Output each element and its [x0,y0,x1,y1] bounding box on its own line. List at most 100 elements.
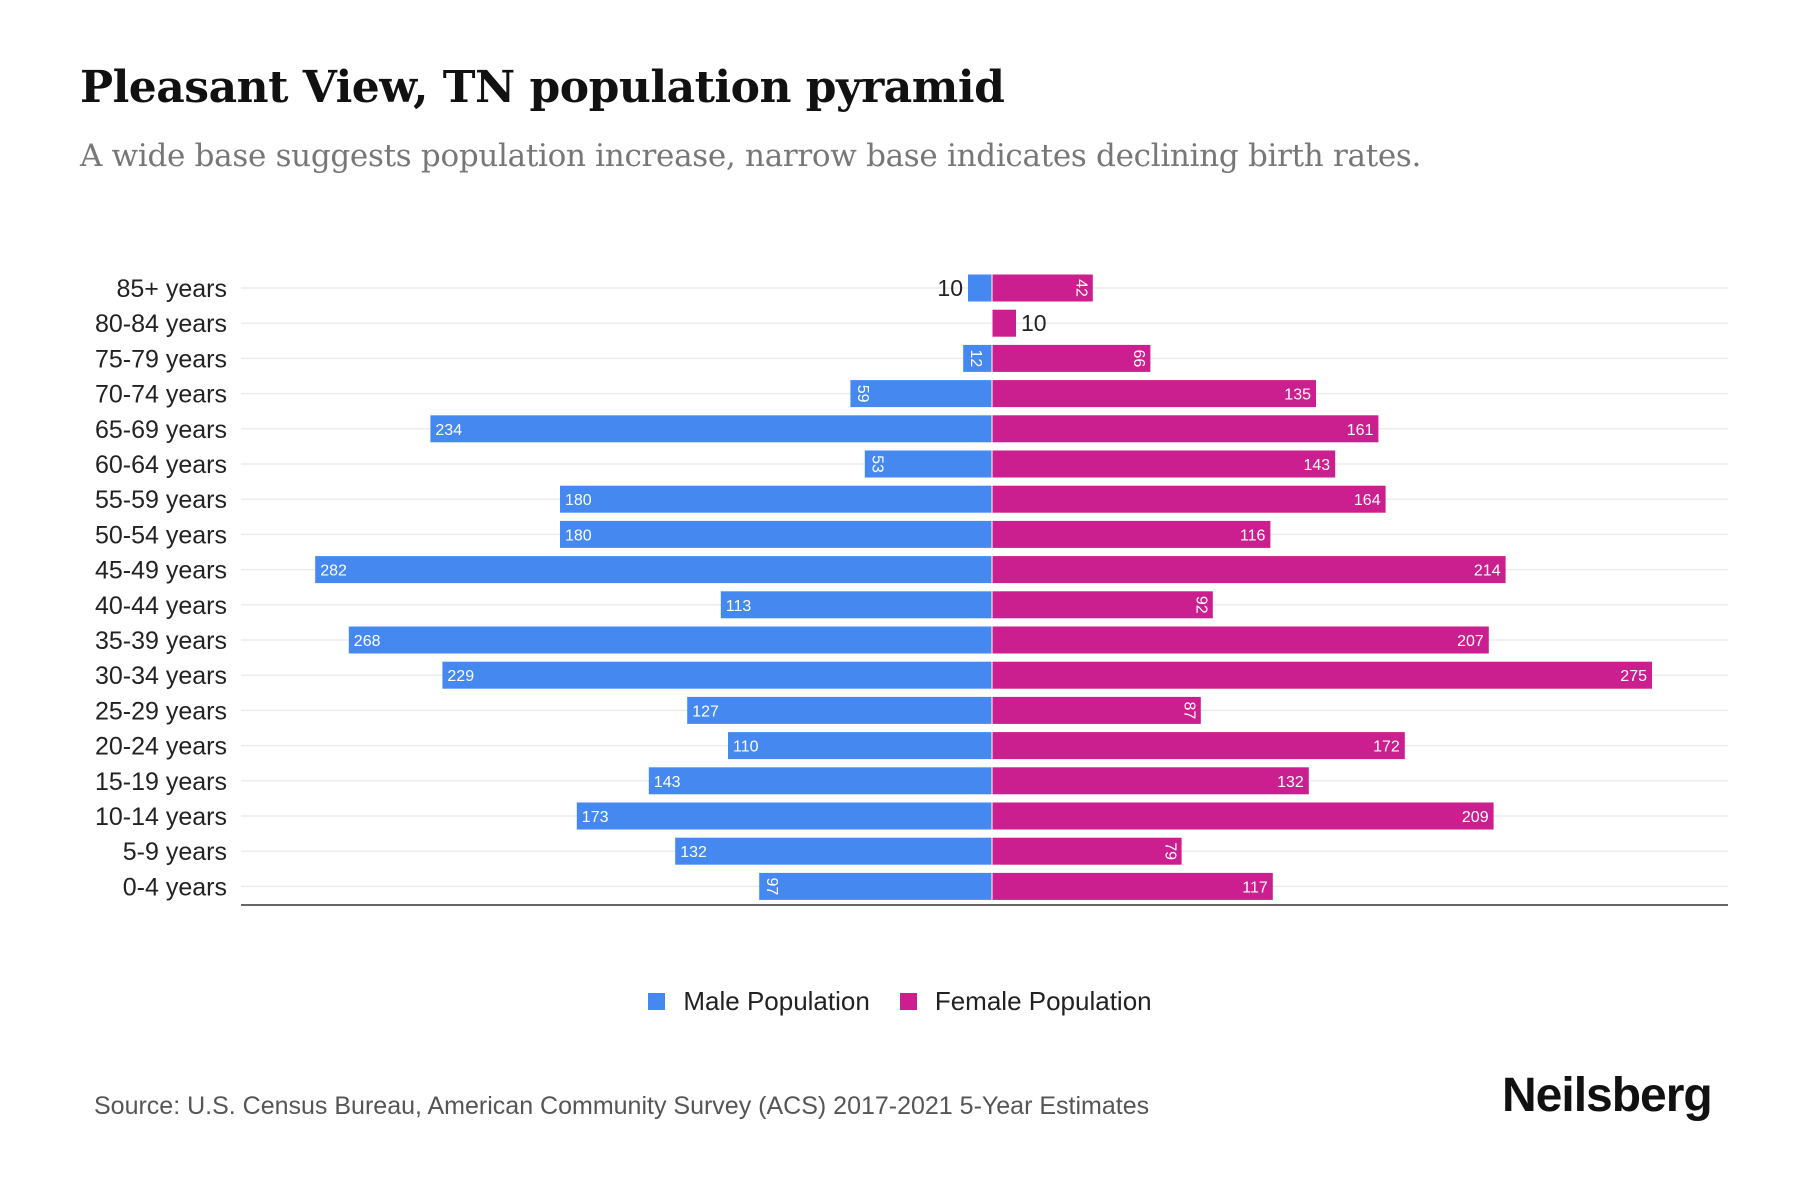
data-label: 143 [654,774,681,791]
category-label: 85+ years [117,275,228,303]
data-label: 164 [1354,492,1381,509]
category-label: 60-64 years [95,451,227,479]
legend-swatch-male [648,993,666,1010]
female-bar [992,837,1182,865]
data-label: 207 [1457,633,1484,650]
data-label: 172 [1373,739,1400,756]
data-label: 117 [1242,879,1268,896]
source-note: Source: U.S. Census Bureau, American Com… [94,1092,1150,1120]
legend-item-female[interactable]: Female Population [899,986,1152,1017]
category-label: 55-59 years [95,486,227,514]
data-label: 135 [1284,387,1311,404]
female-bar [992,661,1652,689]
female-bar [992,732,1405,760]
population-pyramid-chart: 85+ years 80-84 years 75-79 years 70-74 yea… [95,274,1728,906]
category-label: 50-54 years [95,521,227,549]
data-label: 92 [1193,596,1210,614]
category-label: 25-29 years [95,697,227,725]
male-bar [759,872,992,900]
data-label: 282 [320,563,347,580]
data-label: 53 [869,455,886,473]
data-label: 59 [854,385,871,403]
data-label: 214 [1474,563,1501,580]
female-bar [992,380,1316,408]
female-bar [992,872,1273,900]
category-label: 80-84 years [95,310,227,338]
category-label: 20-24 years [95,733,227,761]
category-label: 65-69 years [95,416,227,444]
male-bar [850,380,992,408]
category-label: 40-44 years [95,592,227,620]
category-label: 10-14 years [95,803,227,831]
female-bar [992,309,1016,337]
legend: Male Population Female Population [0,986,1800,1017]
category-label: 75-79 years [95,345,227,373]
data-label: 10 [937,275,963,301]
legend-label-male: Male Population [683,986,870,1016]
neilsberg-logo: Neilsberg [1502,1069,1713,1122]
male-bar [560,520,992,548]
female-bar [992,767,1309,795]
data-label: 143 [1303,457,1330,474]
data-label: 42 [1073,279,1090,297]
male-bar [648,767,992,795]
male-bar [728,732,992,760]
data-label: 209 [1462,809,1489,826]
male-bar [720,591,992,619]
data-label: 110 [733,739,759,756]
legend-swatch-female [899,993,917,1010]
male-bar [864,450,992,478]
data-label: 161 [1347,422,1374,439]
chart-title: Pleasant View, TN population pyramid [80,62,1005,113]
data-label: 132 [680,844,707,861]
data-label: 234 [435,422,462,439]
male-bar [963,344,992,372]
male-bar [968,274,992,302]
category-label: 30-34 years [95,662,227,690]
data-label: 87 [1181,702,1198,720]
category-label: 45-49 years [95,557,227,585]
male-bar [576,802,992,830]
category-label: 5-9 years [123,838,227,866]
data-label: 132 [1277,774,1304,791]
category-label: 0-4 years [123,873,227,901]
data-label: 173 [582,809,609,826]
male-bar [315,556,992,584]
female-bar [992,556,1506,584]
data-label: 180 [565,527,592,544]
data-label: 113 [726,598,752,615]
female-bar [992,696,1201,724]
data-label: 127 [692,703,719,720]
male-bar [348,626,992,654]
male-bar [430,415,992,443]
category-label: 70-74 years [95,381,227,409]
female-bar [992,485,1386,513]
data-label: 229 [447,668,474,685]
data-label: 97 [763,878,780,896]
data-label: 268 [354,633,381,650]
male-bar [442,661,992,689]
female-bar [992,344,1151,372]
legend-label-female: Female Population [934,986,1152,1016]
female-bar [992,591,1213,619]
legend-item-male[interactable]: Male Population [648,986,870,1017]
female-bar [992,520,1271,548]
female-bar [992,274,1093,302]
data-label: 66 [1130,350,1147,368]
category-label: 15-19 years [95,768,227,796]
data-label: 275 [1620,668,1647,685]
data-label: 10 [1021,310,1047,336]
data-label: 180 [565,492,592,509]
male-bar [687,696,992,724]
female-bar [992,450,1336,478]
category-label: 35-39 years [95,627,227,655]
chart-subtitle: A wide base suggests population increase… [80,138,1422,174]
data-label: 12 [967,350,984,368]
male-bar [675,837,992,865]
female-bar [992,626,1489,654]
female-bar [992,415,1379,443]
data-label: 116 [1240,527,1266,544]
data-label: 79 [1161,842,1178,860]
female-bar [992,802,1494,830]
male-bar [560,485,992,513]
